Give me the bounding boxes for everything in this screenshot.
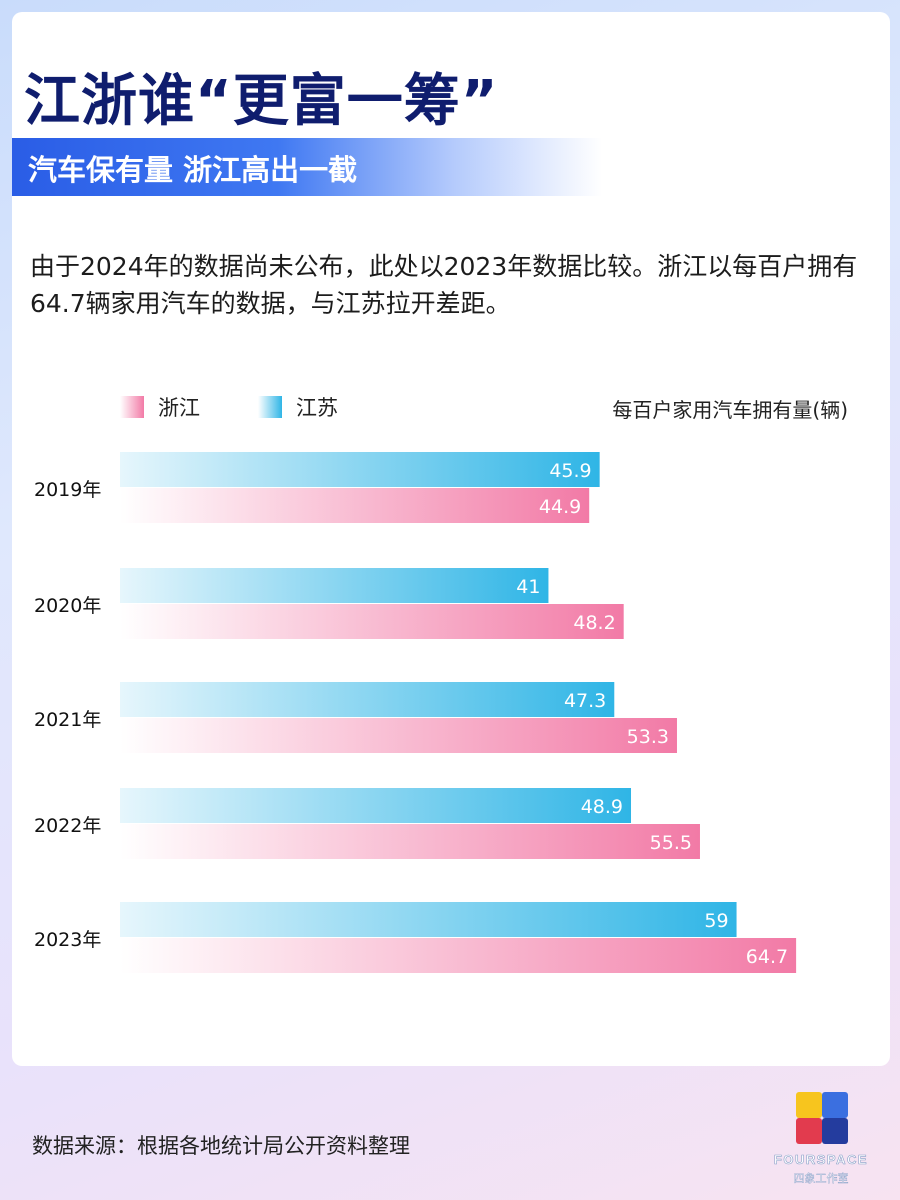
data-label-zhejiang: 53.3 [627, 726, 669, 748]
legend-swatch-zhejiang [120, 396, 144, 418]
logo-piece-yellow [796, 1092, 822, 1118]
logo-piece-blue [822, 1092, 848, 1118]
bar-jiangsu [120, 902, 737, 937]
bar-jiangsu [120, 682, 615, 717]
legend-swatch-jiangsu [258, 396, 282, 418]
description-text: 由于2024年的数据尚未公布，此处以2023年数据比较。浙江以每百户拥有64.7… [30, 252, 858, 318]
category-label: 2022年 [34, 815, 101, 837]
legend-label-zhejiang: 浙江 [158, 396, 200, 420]
category-label: 2023年 [34, 929, 101, 951]
data-label-zhejiang: 44.9 [539, 496, 581, 518]
legend-label-jiangsu: 江苏 [296, 396, 338, 420]
bar-zhejiang [120, 938, 797, 973]
subtitle-banner: 汽车保有量 浙江高出一截 [12, 138, 602, 196]
data-label-zhejiang: 55.5 [650, 832, 692, 854]
logo-text: FOURSPACE [774, 1152, 868, 1167]
logo-piece-red [796, 1118, 822, 1144]
category-label: 2020年 [34, 595, 101, 617]
bar-jiangsu [120, 788, 632, 823]
foursapce-logo: FOURSPACE 四象工作室 [774, 1092, 868, 1185]
data-label-jiangsu: 59 [704, 910, 728, 932]
data-label-zhejiang: 48.2 [573, 612, 615, 634]
bar-zhejiang [120, 604, 624, 639]
data-label-zhejiang: 64.7 [746, 946, 788, 968]
bar-jiangsu [120, 568, 549, 603]
data-label-jiangsu: 45.9 [549, 460, 591, 482]
logo-piece-navy [822, 1118, 848, 1144]
bar-zhejiang [120, 824, 700, 859]
page-title: 江浙谁“更富一筹” [24, 69, 499, 134]
bar-chart: 2019年 45.9 44.9 2020年 41 48.2 2021年 47.3 53.3 202… [34, 452, 797, 973]
unit-label: 每百户家用汽车拥有量(辆) [612, 398, 848, 422]
bar-jiangsu [120, 452, 600, 487]
bar-zhejiang [120, 718, 677, 753]
data-label-jiangsu: 47.3 [564, 690, 606, 712]
data-label-jiangsu: 41 [516, 576, 540, 598]
data-label-jiangsu: 48.9 [581, 796, 623, 818]
subtitle: 汽车保有量 浙江高出一截 [28, 153, 358, 187]
content-card: 江浙谁“更富一筹” 汽车保有量 浙江高出一截 由于2024年的数据尚未公布，此处… [12, 12, 890, 1066]
category-label: 2021年 [34, 709, 101, 731]
category-label: 2019年 [34, 479, 101, 501]
bar-zhejiang [120, 488, 590, 523]
logo-subtext: 四象工作室 [794, 1171, 849, 1185]
data-source: 数据来源：根据各地统计局公开资料整理 [32, 1134, 410, 1158]
